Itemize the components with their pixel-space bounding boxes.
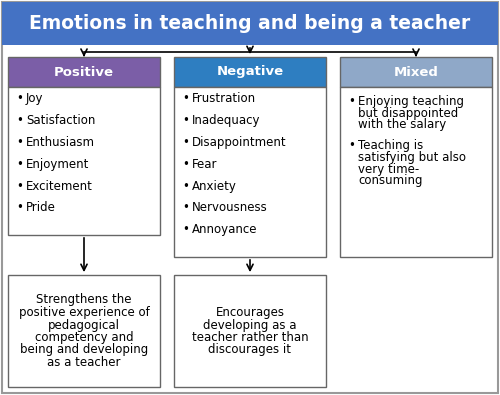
Text: Enjoyment: Enjoyment xyxy=(26,158,90,171)
Text: pedagogical: pedagogical xyxy=(48,318,120,331)
Text: Negative: Negative xyxy=(216,66,284,79)
Text: with the salary: with the salary xyxy=(358,118,446,131)
Text: •: • xyxy=(182,223,189,236)
Text: •: • xyxy=(182,114,189,127)
Text: •: • xyxy=(182,201,189,214)
Bar xyxy=(8,87,160,235)
Bar xyxy=(8,275,160,387)
Text: •: • xyxy=(182,136,189,149)
Text: Inadequacy: Inadequacy xyxy=(192,114,260,127)
Text: Pride: Pride xyxy=(26,201,56,214)
Bar xyxy=(174,57,326,87)
Text: Joy: Joy xyxy=(26,92,44,105)
Text: discourages it: discourages it xyxy=(208,344,292,357)
Text: positive experience of: positive experience of xyxy=(18,306,150,319)
Text: Nervousness: Nervousness xyxy=(192,201,268,214)
Text: •: • xyxy=(16,114,23,127)
Text: Excitement: Excitement xyxy=(26,180,93,192)
Bar xyxy=(174,87,326,257)
Text: •: • xyxy=(182,180,189,193)
Text: competency and: competency and xyxy=(34,331,134,344)
Text: but disappointed: but disappointed xyxy=(358,107,458,120)
Text: Encourages: Encourages xyxy=(216,306,284,319)
Bar xyxy=(2,2,498,45)
Text: •: • xyxy=(16,201,23,214)
Text: •: • xyxy=(348,95,355,108)
Text: very time-: very time- xyxy=(358,162,419,175)
Text: •: • xyxy=(16,158,23,171)
Text: satisfying but also: satisfying but also xyxy=(358,151,466,164)
Bar xyxy=(340,87,492,257)
Text: Satisfaction: Satisfaction xyxy=(26,114,96,127)
Bar xyxy=(340,57,492,87)
Text: Frustration: Frustration xyxy=(192,92,256,105)
Text: Teaching is: Teaching is xyxy=(358,139,423,152)
Text: •: • xyxy=(16,180,23,192)
Text: Anxiety: Anxiety xyxy=(192,180,237,193)
Text: •: • xyxy=(16,136,23,149)
Text: Enjoying teaching: Enjoying teaching xyxy=(358,95,464,108)
Text: being and developing: being and developing xyxy=(20,344,148,357)
Text: consuming: consuming xyxy=(358,174,422,187)
Text: Positive: Positive xyxy=(54,66,114,79)
Text: teacher rather than: teacher rather than xyxy=(192,331,308,344)
Text: Strengthens the: Strengthens the xyxy=(36,293,132,307)
Text: Mixed: Mixed xyxy=(394,66,438,79)
Bar xyxy=(8,57,160,87)
Text: •: • xyxy=(182,158,189,171)
Text: developing as a: developing as a xyxy=(203,318,297,331)
Text: •: • xyxy=(348,139,355,152)
Text: Annoyance: Annoyance xyxy=(192,223,258,236)
Text: Emotions in teaching and being a teacher: Emotions in teaching and being a teacher xyxy=(30,14,470,33)
Text: •: • xyxy=(16,92,23,105)
Text: as a teacher: as a teacher xyxy=(47,356,121,369)
Text: Disappointment: Disappointment xyxy=(192,136,286,149)
Bar xyxy=(174,275,326,387)
Text: Fear: Fear xyxy=(192,158,218,171)
Text: Enthusiasm: Enthusiasm xyxy=(26,136,95,149)
Text: •: • xyxy=(182,92,189,105)
